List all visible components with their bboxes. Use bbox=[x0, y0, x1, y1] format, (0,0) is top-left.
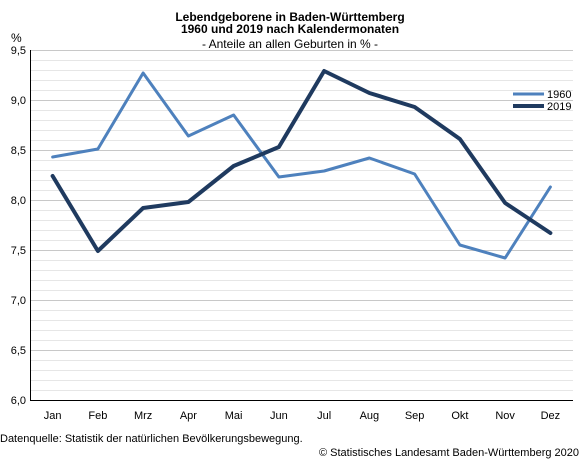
y-tick-label: 8,0 bbox=[11, 195, 26, 207]
y-tick-label: 6,0 bbox=[11, 395, 26, 407]
y-tick-label: 7,5 bbox=[11, 245, 26, 257]
legend-label-1960: 1960 bbox=[547, 89, 571, 101]
x-tick-label: Feb bbox=[88, 410, 107, 422]
copyright-note: © Statistisches Landesamt Baden-Württemb… bbox=[319, 447, 579, 459]
axis-layer: 6,0 6,5 7,0 7,5 8,0 8,5 9,0 9,5 Jan Feb Mrz Apr Mai J… bbox=[11, 45, 573, 422]
y-tick-label: 7,0 bbox=[11, 295, 26, 307]
data-source-note: Datenquelle: Statistik der natürlichen B… bbox=[0, 433, 303, 445]
text-layer: %Lebendgeborene in Baden-Württemberg1960… bbox=[0, 10, 579, 459]
x-tick-label: Dez bbox=[541, 410, 561, 422]
x-tick-label: Aug bbox=[360, 410, 380, 422]
legend-label-2019: 2019 bbox=[547, 101, 571, 113]
y-tick-label: 9,0 bbox=[11, 95, 26, 107]
series-layer bbox=[50, 69, 553, 260]
y-tick-label: 6,5 bbox=[11, 345, 26, 357]
y-axis-unit: % bbox=[11, 31, 22, 45]
y-tick-label: 9,5 bbox=[11, 45, 26, 57]
chart-title-line: Lebendgeborene in Baden-Württemberg bbox=[175, 10, 404, 24]
x-tick-label: Jan bbox=[44, 410, 62, 422]
y-tick-label: 8,5 bbox=[11, 145, 26, 157]
x-tick-label: Mai bbox=[225, 410, 243, 422]
series-line-1960 bbox=[51, 71, 552, 260]
x-tick-label: Okt bbox=[451, 410, 468, 422]
x-tick-label: Jun bbox=[270, 410, 288, 422]
x-tick-label: Sep bbox=[405, 410, 425, 422]
x-tick-label: Jul bbox=[317, 410, 331, 422]
x-tick-label: Apr bbox=[180, 410, 197, 422]
series-line-2019 bbox=[50, 69, 553, 253]
grid-layer bbox=[30, 50, 573, 401]
x-tick-label: Mrz bbox=[134, 410, 152, 422]
x-tick-label: Nov bbox=[495, 410, 515, 422]
chart-title-line: 1960 und 2019 nach Kalendermonaten bbox=[181, 22, 399, 36]
chart-subtitle: - Anteile an allen Geburten in % - bbox=[202, 37, 378, 51]
